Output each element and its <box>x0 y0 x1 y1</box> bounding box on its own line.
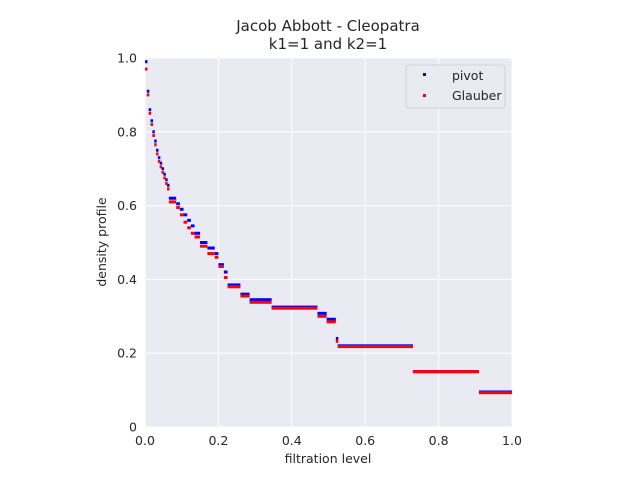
data-point <box>194 235 201 239</box>
data-point <box>159 161 163 165</box>
data-point <box>150 119 154 123</box>
data-point <box>148 111 152 115</box>
data-point <box>214 252 219 256</box>
data-point <box>227 285 241 289</box>
tick-labels: 0.0 0.2 0.4 0.6 0.8 1.0 0 0.2 0.4 0.6 0.8 1.0 <box>117 51 522 449</box>
data-point <box>183 220 188 224</box>
data-point <box>167 187 170 191</box>
data-point <box>326 320 336 324</box>
series-glauber <box>145 67 512 395</box>
data-point <box>249 298 272 302</box>
data-point <box>148 108 152 112</box>
data-point <box>176 205 180 209</box>
legend-frame <box>405 64 506 109</box>
y-axis-label: density profile <box>94 197 109 287</box>
y-tick-label: 0.6 <box>117 198 137 213</box>
x-tick-label: 0.2 <box>208 433 228 448</box>
y-tick-label: 0.2 <box>117 346 137 361</box>
data-point <box>223 276 228 280</box>
x-tick-label: 0.0 <box>135 433 155 448</box>
data-point <box>240 294 250 298</box>
data-point <box>187 218 191 222</box>
data-point <box>161 167 165 171</box>
data-point <box>168 196 177 200</box>
data-point <box>207 252 215 256</box>
data-point <box>163 176 166 180</box>
legend-label-pivot: pivot <box>452 68 483 83</box>
data-point <box>337 345 413 349</box>
data-point <box>157 156 161 160</box>
data-point <box>145 67 148 71</box>
data-point <box>146 89 150 93</box>
data-point <box>167 183 170 187</box>
x-axis-label: filtration level <box>285 451 372 466</box>
legend: pivot Glauber <box>405 64 506 109</box>
data-point <box>154 139 157 143</box>
data-point <box>150 122 154 126</box>
grid-lines <box>144 57 513 428</box>
data-point <box>187 226 191 230</box>
data-point <box>156 152 159 156</box>
data-point <box>159 165 163 169</box>
data-point <box>179 213 184 217</box>
data-point <box>249 300 272 304</box>
data-point <box>176 202 180 206</box>
data-point <box>317 311 327 315</box>
x-tick-label: 1.0 <box>502 433 522 448</box>
data-point <box>271 306 318 310</box>
data-point <box>218 264 224 268</box>
x-tick-label: 0.8 <box>429 433 449 448</box>
data-point <box>152 130 155 134</box>
legend-marker-pivot <box>423 73 426 76</box>
x-tick-label: 0.4 <box>282 433 302 448</box>
data-point <box>157 159 161 163</box>
data-point <box>146 93 150 97</box>
y-tick-label: 0 <box>129 420 137 435</box>
data-point <box>190 224 195 228</box>
data-point <box>207 246 215 250</box>
data-point <box>240 292 250 296</box>
data-point <box>317 314 327 318</box>
data-point <box>326 317 336 321</box>
data-point <box>145 60 148 64</box>
chart-subtitle: k1=1 and k2=1 <box>269 35 387 53</box>
data-point <box>168 200 177 204</box>
y-tick-label: 0.8 <box>117 124 137 139</box>
y-tick-label: 0.4 <box>117 272 137 287</box>
legend-label-glauber: Glauber <box>452 88 502 103</box>
data-point <box>412 370 479 374</box>
data-point <box>223 270 228 274</box>
data-point <box>165 181 168 185</box>
data-point <box>200 244 208 248</box>
data-point <box>179 207 184 211</box>
data-point <box>218 263 224 267</box>
legend-marker-glauber <box>423 94 426 97</box>
data-point <box>161 170 165 174</box>
data-point <box>154 143 157 147</box>
data-point <box>335 339 339 343</box>
data-point <box>200 241 208 244</box>
data-point <box>165 178 168 182</box>
data-point <box>227 283 241 287</box>
data-point <box>152 133 155 137</box>
x-tick-label: 0.6 <box>355 433 375 448</box>
data-point <box>335 336 339 340</box>
data-point <box>183 213 188 217</box>
data-point <box>214 255 219 259</box>
data-point <box>190 231 195 235</box>
y-tick-label: 1.0 <box>117 51 137 66</box>
chart-title: Jacob Abbott - Cleopatra <box>235 17 420 35</box>
data-point <box>194 231 201 235</box>
data-point <box>156 148 159 152</box>
data-point <box>163 172 166 176</box>
data-point <box>478 391 512 395</box>
series-layer <box>145 60 512 395</box>
